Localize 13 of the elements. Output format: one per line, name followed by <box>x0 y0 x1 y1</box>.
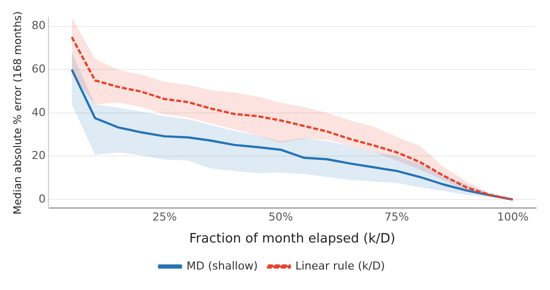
x-tick-label: 75% <box>384 210 409 224</box>
y-tick-label: 0 <box>38 192 46 206</box>
y-tick-label: 20 <box>32 149 46 162</box>
legend-label: MD (shallow) <box>186 259 258 272</box>
x-tick-label: 50% <box>268 210 293 224</box>
x-axis-title: Fraction of month elapsed (k/D) <box>189 232 396 247</box>
x-tick-label: 25% <box>152 210 177 224</box>
x-tick-label: 100% <box>497 210 529 224</box>
y-tick-label: 40 <box>32 106 46 119</box>
y-tick-label: 80 <box>32 19 46 32</box>
y-tick-label: 60 <box>32 62 46 76</box>
legend-label: Linear rule (k/D) <box>295 259 385 272</box>
y-axis-title: Median absolute % error (168 months) <box>12 11 24 214</box>
